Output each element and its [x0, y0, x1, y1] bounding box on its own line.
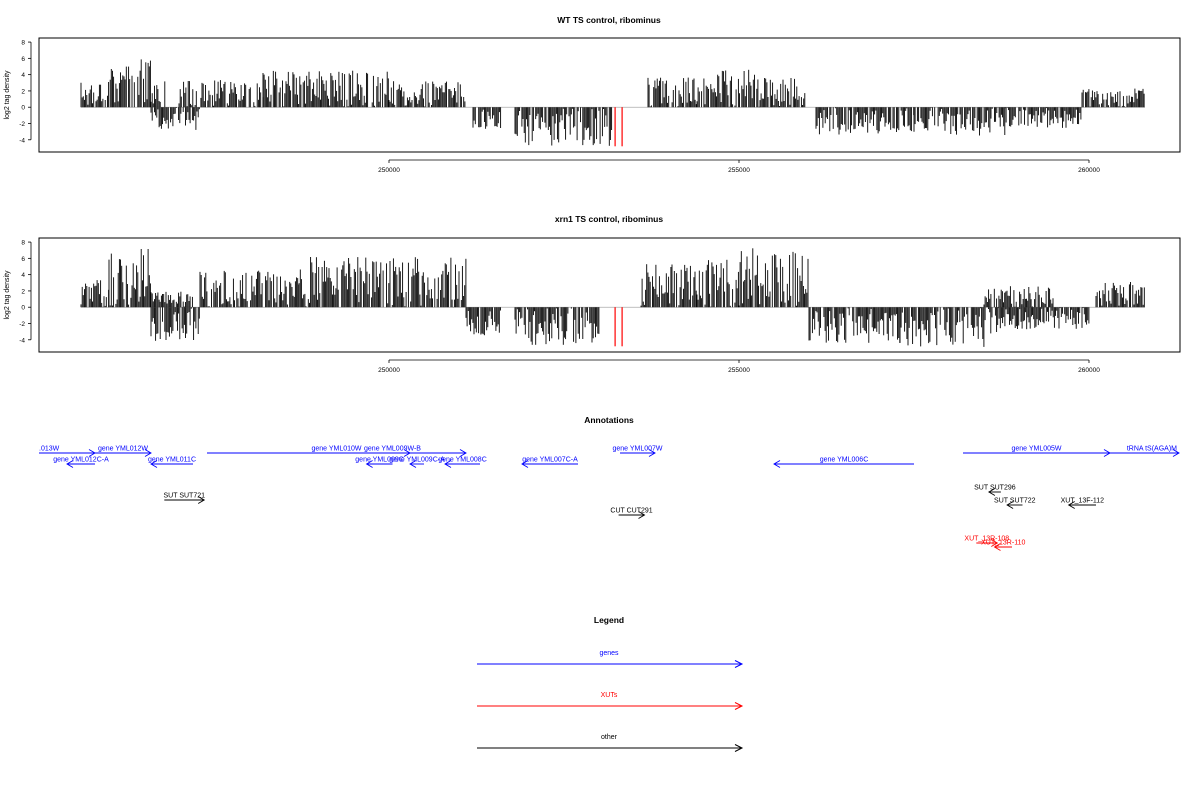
feature-arrowhead: [409, 460, 417, 468]
x-tick-label: 255000: [728, 367, 750, 374]
feature-arrowhead: [988, 488, 996, 496]
annotations-title: Annotations: [584, 415, 634, 425]
y-tick-label: -4: [19, 337, 25, 344]
feature-label: gene YML009C: [355, 457, 404, 464]
feature-label: gene YML008C: [438, 457, 487, 464]
legend-title: Legend: [594, 615, 624, 625]
feature-arrowhead: [144, 449, 152, 457]
xrn1-track-title: xrn1 TS control, ribominus: [555, 214, 663, 224]
feature-arrowhead: [150, 460, 158, 468]
legend-item-arrowhead: [734, 702, 744, 710]
x-tick-label: 250000: [378, 167, 400, 174]
y-tick-label: 2: [21, 288, 25, 295]
annotations-panel: Annotations .013W gene YML012W gene YML012…: [39, 415, 1180, 551]
xrn1-axes: -4 -2 0 2 4 6 8 250000 255000 260000: [19, 240, 1100, 374]
y-tick-label: 4: [21, 272, 25, 279]
feature-label: gene YML011C: [148, 457, 196, 464]
x-tick-label: 260000: [1078, 367, 1100, 374]
legend-item-label: genes: [599, 650, 619, 657]
feature-arrowhead: [66, 460, 74, 468]
x-tick-label: 260000: [1078, 167, 1100, 174]
feature-arrowhead: [1006, 501, 1014, 509]
feature-arrowhead: [1067, 501, 1075, 509]
feature-label: XUT_13R-110: [981, 540, 1025, 547]
wt-axes: -4 -2 0 2 4 6 8 250000 255000 260000: [19, 40, 1100, 174]
feature-label: gene YML010W: [311, 446, 361, 453]
feature-label: SUT SUT296: [974, 485, 1016, 492]
feature-label: gene YML009W-B: [364, 446, 421, 453]
x-tick-label: 250000: [378, 367, 400, 374]
feature-label: .013W: [39, 446, 60, 453]
y-tick-label: 4: [21, 72, 25, 79]
feature-label: SUT SUT721: [164, 493, 206, 500]
feature-arrowhead: [403, 449, 411, 457]
feature-label: gene YML007C-A: [522, 457, 578, 464]
y-tick-label: 6: [21, 56, 25, 63]
feature-label: gene YML012C-A: [53, 457, 109, 464]
y-tick-label: 8: [21, 240, 25, 247]
y-tick-label: 8: [21, 40, 25, 47]
feature-label: gene YML007W: [612, 446, 662, 453]
y-tick-label: -2: [19, 321, 25, 328]
wt-bars: [80, 59, 1145, 147]
annotation-features: .013W gene YML012W gene YML012C-A gene YML0…: [39, 446, 1180, 551]
xrn1-track: xrn1 TS control, ribominus -4 -2 0 2 4 6 8 2500…: [4, 214, 1181, 374]
y-tick-label: -2: [19, 121, 25, 128]
feature-arrowhead: [773, 460, 781, 468]
y-tick-label: 0: [21, 105, 25, 112]
wt-y-axis-label: log2 tag density: [4, 70, 11, 120]
feature-arrowhead: [459, 449, 467, 457]
feature-arrowhead: [1172, 449, 1180, 457]
feature-label: gene YML009C-A: [389, 457, 445, 464]
xrn1-plot-frame: [38, 237, 1181, 353]
wt-track: WT TS control, ribominus -4 -2 0 2 4 6 8 250000…: [4, 15, 1181, 174]
feature-arrowhead: [444, 460, 452, 468]
feature-label: gene YML006C: [820, 457, 869, 464]
feature-arrowhead: [365, 460, 373, 468]
legend-item-label: other: [601, 734, 618, 741]
x-tick-label: 255000: [728, 167, 750, 174]
xrn1-y-axis-label: log2 tag density: [4, 270, 11, 320]
y-tick-label: 0: [21, 305, 25, 312]
legend-panel: Legend genes XUTs other: [477, 615, 744, 752]
y-tick-label: -4: [19, 137, 25, 144]
feature-label: CUT CUT291: [610, 508, 652, 515]
legend-item-label: XUTs: [601, 692, 618, 699]
feature-arrowhead: [993, 543, 1001, 551]
xrn1-bars: [80, 248, 1145, 347]
legend-item-arrowhead: [734, 744, 744, 752]
feature-arrowhead: [197, 496, 206, 504]
feature-label: tRNA tS(AGA)M: [1127, 446, 1177, 453]
legend-items: genes XUTs other: [477, 650, 744, 752]
feature-label: gene YML005W: [1011, 446, 1061, 453]
y-tick-label: 6: [21, 256, 25, 263]
wt-plot-frame: [38, 37, 1181, 153]
feature-label: gene YML012W: [98, 446, 148, 453]
legend-item-arrowhead: [734, 660, 744, 668]
wt-track-title: WT TS control, ribominus: [557, 15, 661, 25]
feature-arrowhead: [521, 460, 529, 468]
feature-label: XUT_13R-108: [964, 536, 1009, 543]
y-tick-label: 2: [21, 88, 25, 95]
feature-arrowhead: [991, 539, 999, 547]
feature-arrowhead: [648, 449, 656, 457]
feature-arrowhead: [638, 511, 646, 519]
feature-label: SUT SUT722: [994, 498, 1036, 505]
feature-label: XUT_13F-112: [1061, 498, 1105, 505]
